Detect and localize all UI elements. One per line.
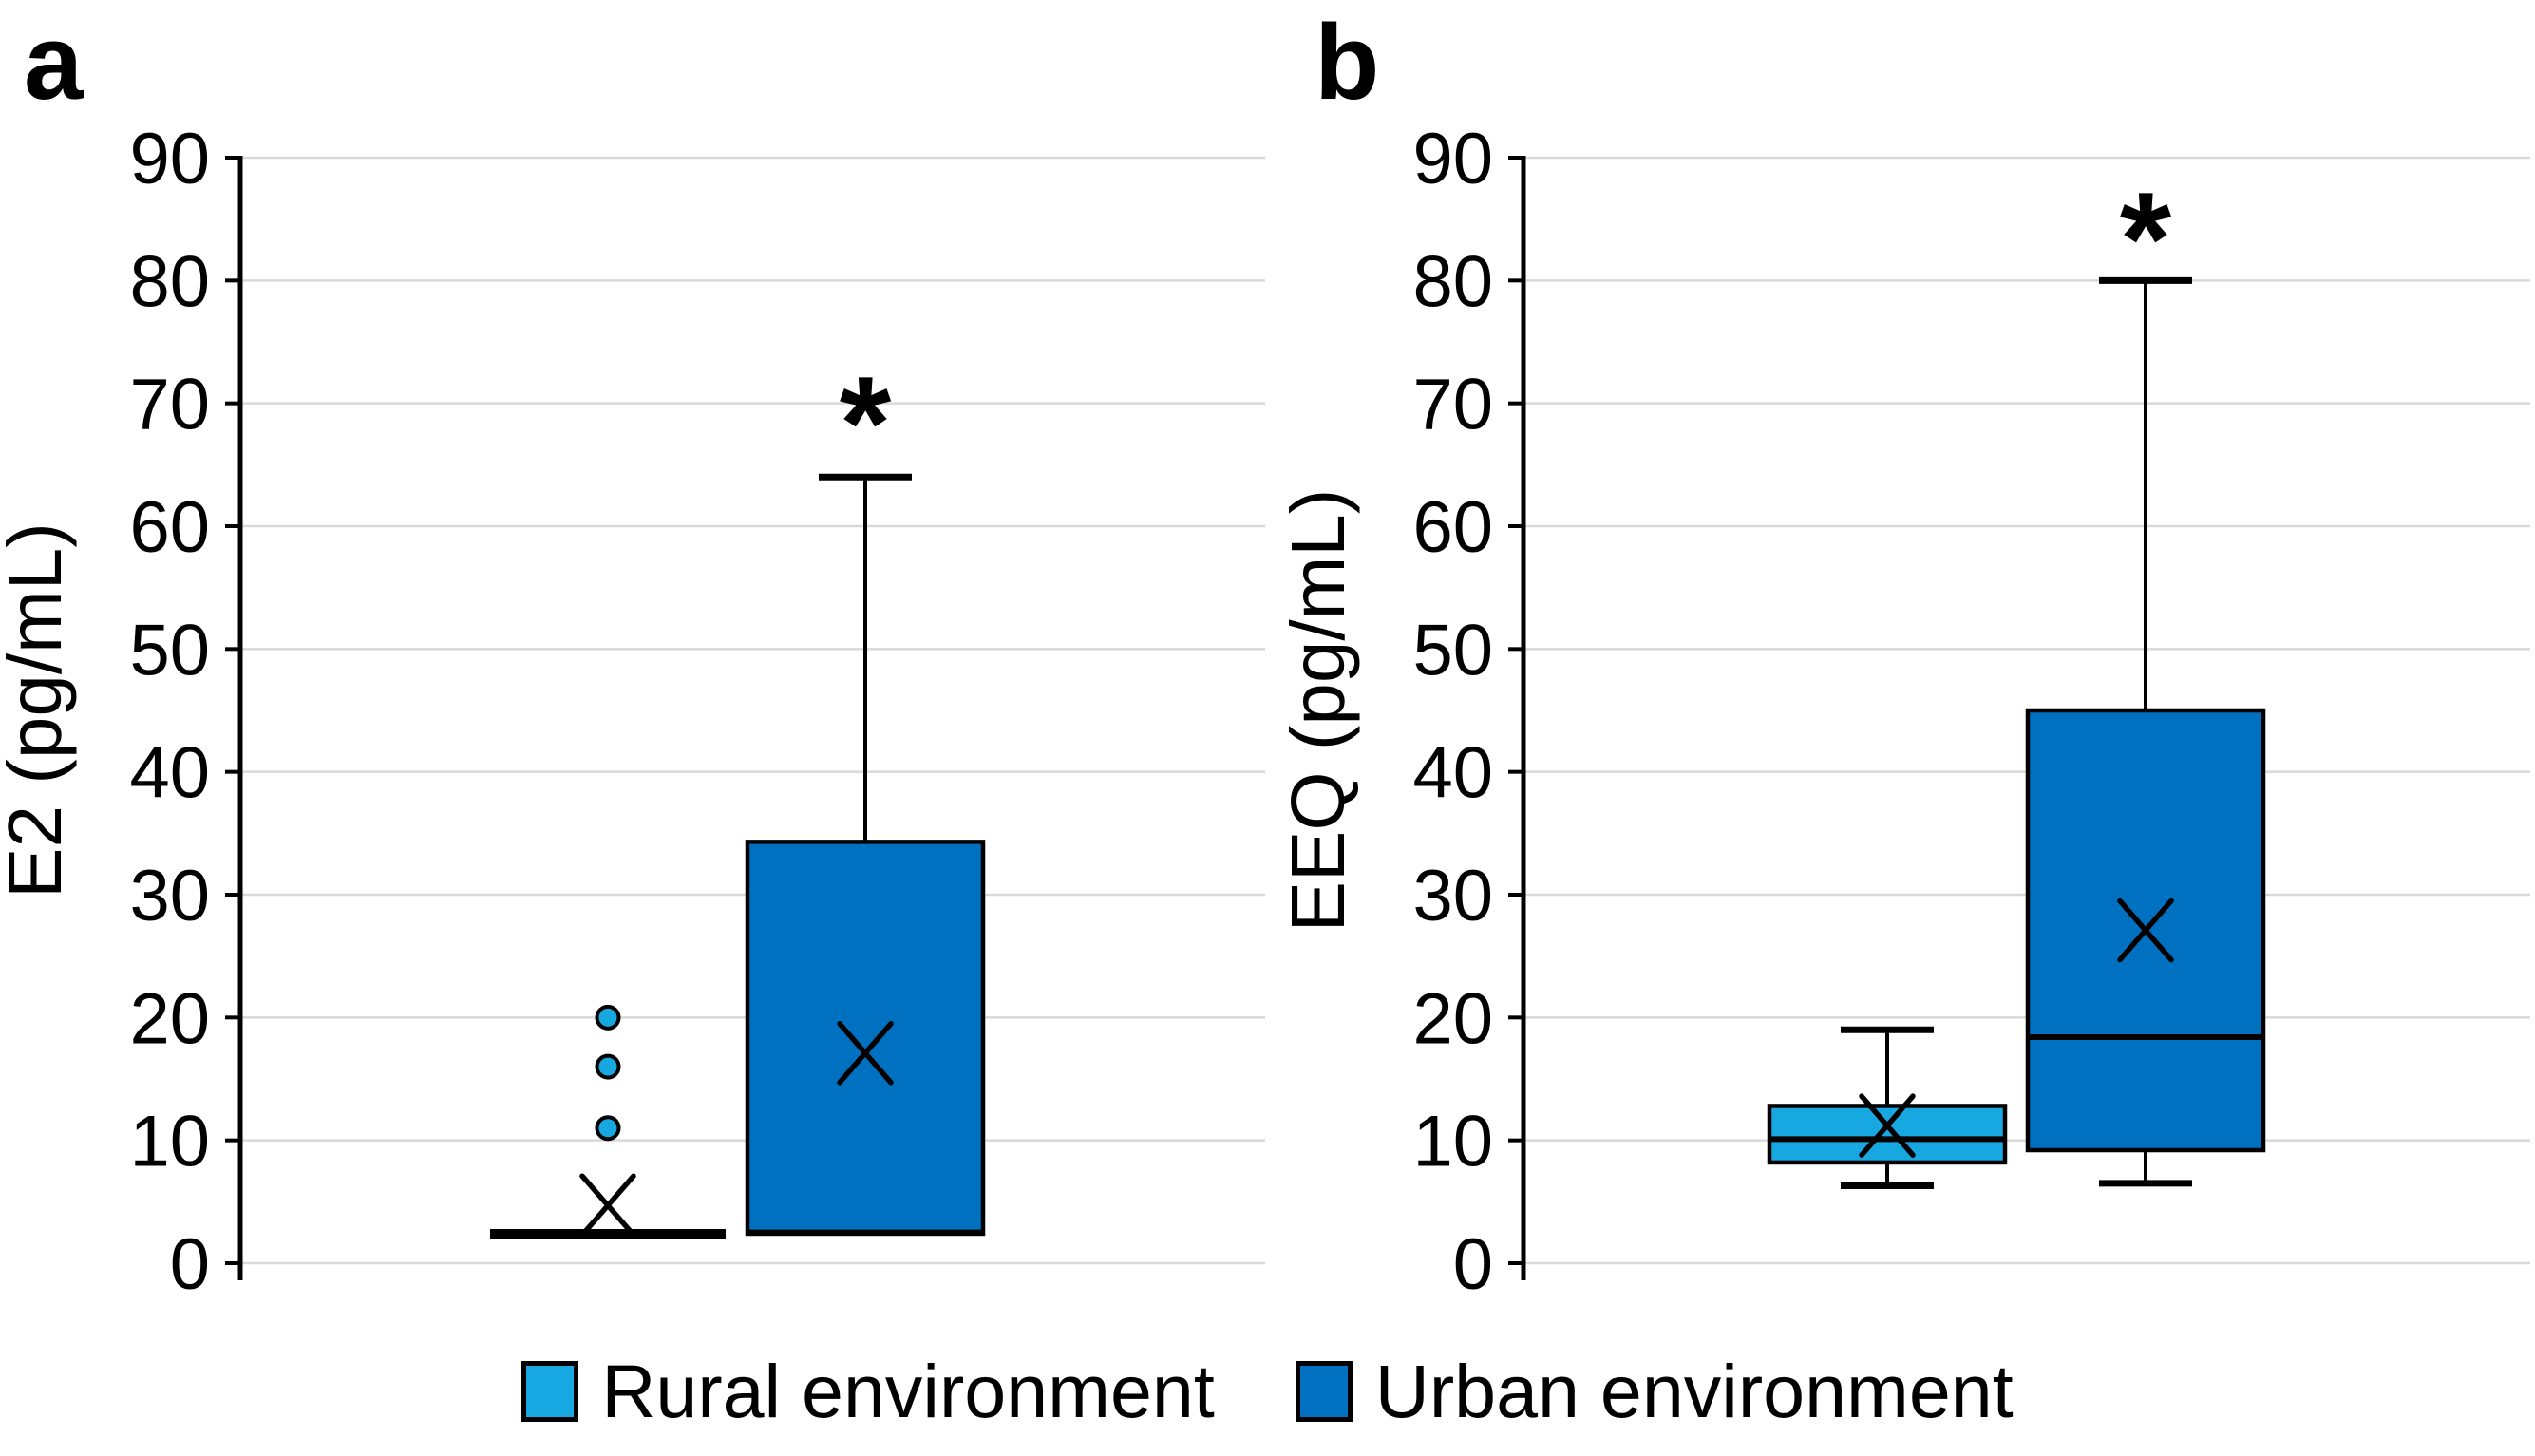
- box-group-urban: *: [2025, 164, 2266, 1187]
- y-tick-label: 90: [1412, 119, 1493, 199]
- legend: Rural environment Urban environment: [0, 1353, 2535, 1428]
- y-tick-label: 80: [129, 241, 210, 322]
- y-axis-title: E2 (pg/mL): [0, 522, 77, 898]
- panel-a-label: a: [24, 3, 84, 122]
- iqr-box: [1767, 1104, 2008, 1165]
- outlier-point: [595, 1004, 621, 1031]
- y-tick-label: 40: [1412, 733, 1493, 814]
- legend-swatch-urban-icon: [1295, 1360, 1353, 1422]
- y-tick-label: 0: [1453, 1224, 1493, 1305]
- legend-label-urban: Urban environment: [1374, 1349, 2014, 1433]
- y-tick-label: 10: [1412, 1102, 1493, 1182]
- mean-x-marker: [837, 1021, 894, 1086]
- panel-b-label: b: [1315, 3, 1380, 122]
- y-tick-label: 40: [129, 733, 210, 814]
- y-tick-label: 30: [1412, 856, 1493, 936]
- y-tick-label: 50: [1412, 610, 1493, 690]
- y-tick-label: 50: [129, 610, 210, 690]
- y-tick-label: 20: [129, 978, 210, 1059]
- legend-swatch-rural-icon: [521, 1360, 579, 1422]
- mean-x-marker: [1859, 1093, 1916, 1158]
- outlier-point: [595, 1115, 621, 1142]
- y-tick-label: 10: [129, 1102, 210, 1182]
- box-group-urban: *: [745, 349, 986, 1237]
- y-tick-label: 20: [1412, 978, 1493, 1059]
- box-group-rural: [1767, 1026, 2008, 1190]
- significance-asterisk: *: [840, 349, 892, 498]
- y-tick-label: 90: [129, 119, 210, 199]
- legend-item-rural: Rural environment: [521, 1349, 1215, 1433]
- y-tick-label: 60: [1412, 487, 1493, 568]
- iqr-box: [745, 840, 986, 1237]
- outlier-point: [595, 1053, 621, 1080]
- y-tick-label: 30: [129, 856, 210, 936]
- legend-label-rural: Rural environment: [601, 1349, 1215, 1433]
- boxplot-panel-b: 0 10 20 30 40 50 60 70 80 90 EEQ (pg/mL) *: [1276, 119, 2530, 1305]
- y-tick-label: 0: [170, 1224, 210, 1305]
- y-tick-label: 60: [129, 487, 210, 568]
- y-tick-label: 70: [129, 365, 210, 445]
- mean-x-marker: [2117, 898, 2174, 963]
- y-axis-title: EEQ (pg/mL): [1276, 489, 1360, 933]
- boxplot-panel-a: 0 10 20 30 40 50 60 70 80 90 E2 (pg/mL) *: [0, 119, 1265, 1305]
- mean-x-marker: [579, 1173, 636, 1238]
- y-tick-label: 70: [1412, 365, 1493, 445]
- significance-asterisk: *: [2120, 164, 2172, 313]
- legend-item-urban: Urban environment: [1295, 1349, 2014, 1433]
- y-tick-label: 80: [1412, 241, 1493, 322]
- box-group-rural: [490, 1004, 726, 1239]
